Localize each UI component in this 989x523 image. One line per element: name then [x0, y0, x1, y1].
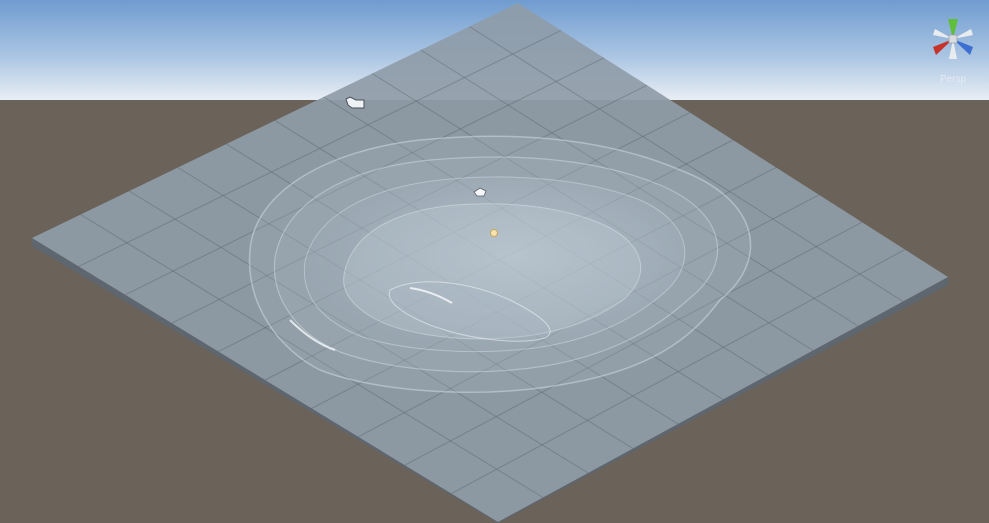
gizmo-y-axis-cone[interactable]	[948, 19, 958, 39]
projection-label[interactable]: Persp	[939, 74, 967, 85]
grid-line	[420, 49, 859, 327]
gizmo-neg-x-cone[interactable]	[953, 29, 973, 39]
grid-line	[78, 29, 562, 267]
grid-line	[404, 221, 863, 466]
gizmo-graphic[interactable]	[922, 8, 984, 70]
grid-line	[124, 57, 605, 296]
grid-line	[80, 214, 544, 498]
light-source-icon[interactable]	[490, 229, 498, 237]
mesh-contour-4	[343, 203, 642, 340]
mesh-ridge	[388, 281, 551, 342]
gizmo-x-axis-cone[interactable]	[933, 39, 953, 55]
camera-gizmo-icon[interactable]	[345, 96, 365, 109]
grid-line	[451, 249, 906, 495]
gizmo-z-axis-cone[interactable]	[953, 39, 973, 55]
gizmo-center-cube[interactable]	[948, 34, 958, 44]
directional-light-icon[interactable]	[473, 187, 487, 197]
grid-line	[469, 26, 904, 302]
orientation-gizmo[interactable]: Persp	[922, 8, 984, 88]
gizmo-neg-y-cone[interactable]	[949, 39, 957, 59]
terrain-mesh[interactable]	[248, 135, 752, 393]
mesh-highlight	[289, 319, 336, 351]
gizmo-neg-z-cone[interactable]	[933, 29, 953, 39]
mesh-contour-3	[303, 176, 686, 353]
mesh-highlight-2	[409, 287, 453, 304]
plane-edge	[32, 238, 948, 523]
